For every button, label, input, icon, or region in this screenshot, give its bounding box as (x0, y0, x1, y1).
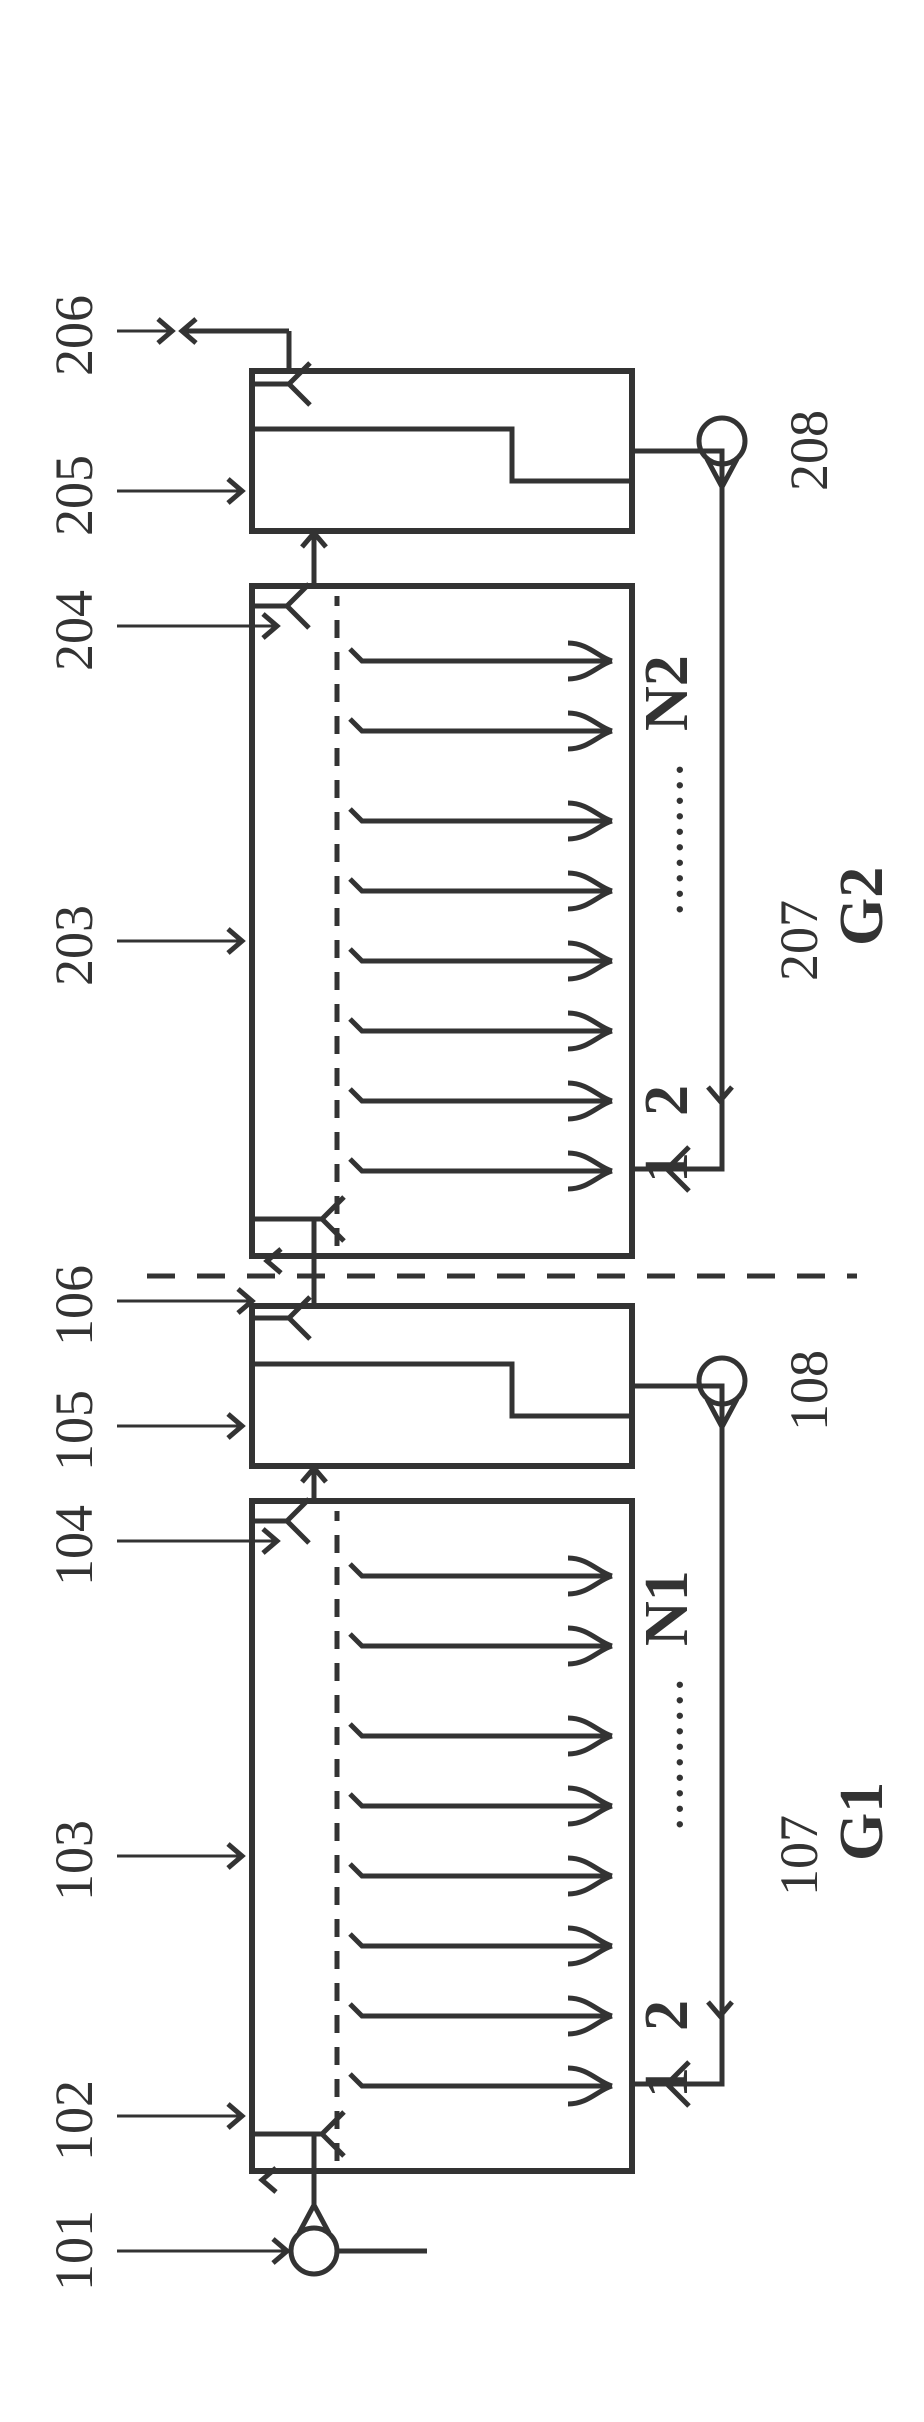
c-101: 101 (44, 2210, 104, 2291)
g1-label-n: N1 (633, 1570, 701, 1646)
page: 1 2 N1 .......... (0, 0, 924, 2422)
g2-baffle (252, 429, 632, 481)
c-107: 107 (769, 1815, 829, 1896)
c-207: 207 (769, 900, 829, 981)
c-108: 108 (779, 1350, 839, 1431)
g1-gas-vent (252, 1499, 309, 1543)
g1-group-label: G1 (828, 1782, 896, 1861)
g1-inlet (252, 2112, 344, 2156)
c-205: 205 (44, 455, 104, 536)
c-203: 203 (44, 905, 104, 986)
g1-risers (350, 1558, 612, 2104)
g2-inlet (252, 1197, 344, 1241)
g1-to-g2-arrow (267, 1249, 281, 1273)
c-208: 208 (779, 410, 839, 491)
g1-baffle (252, 1364, 632, 1416)
g1-dots: .......... (634, 1676, 694, 1831)
diagram-svg: 1 2 N1 .......... (27, 36, 897, 2386)
g2-dots: .......... (634, 761, 694, 916)
g2-separator (252, 371, 632, 531)
g1-separator (252, 1306, 632, 1466)
g2-gas-vent (252, 584, 309, 628)
c-204: 204 (44, 590, 104, 671)
c-103: 103 (44, 1820, 104, 1901)
g2-label-2: 2 (633, 1085, 701, 1116)
g1-label-2: 2 (633, 2000, 701, 2031)
c-102: 102 (44, 2080, 104, 2161)
group-g2: 1 2 N2 .......... (44, 295, 896, 1256)
group-g1: 1 2 N1 .......... (44, 1219, 896, 2291)
c-106: 106 (44, 1265, 104, 1346)
feed-pump (291, 2205, 337, 2274)
g1-callouts (117, 1289, 287, 2263)
g2-group-label: G2 (828, 867, 896, 946)
c-105: 105 (44, 1390, 104, 1471)
c-104: 104 (44, 1505, 104, 1586)
g2-risers (350, 643, 612, 1189)
diagram-rotated: 1 2 N1 .......... (27, 36, 897, 2386)
c-206: 206 (44, 295, 104, 376)
g2-label-n: N2 (633, 655, 701, 731)
